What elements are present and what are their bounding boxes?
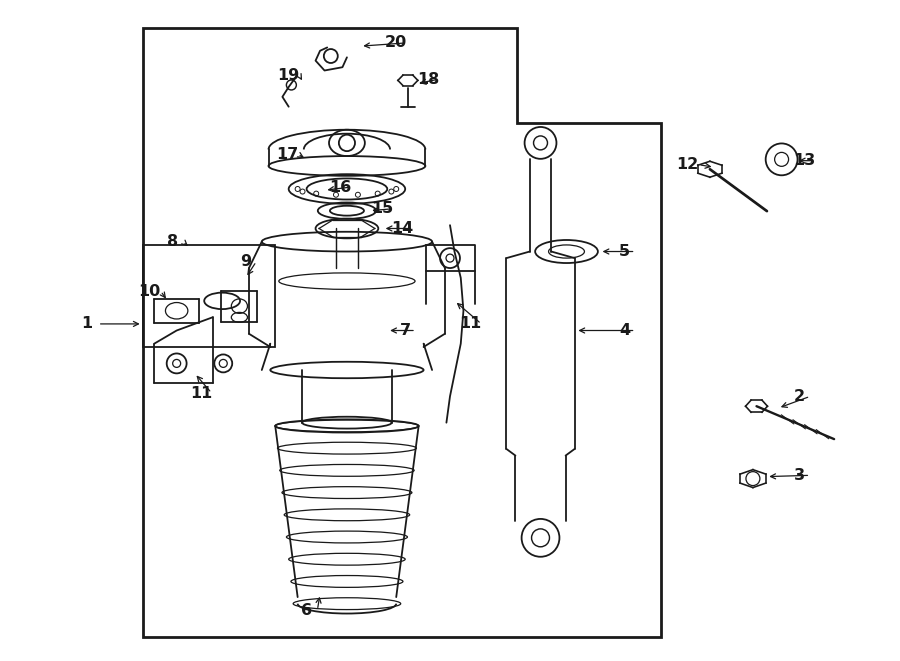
Text: 3: 3 (794, 468, 806, 483)
Text: 20: 20 (385, 35, 408, 50)
Text: 18: 18 (418, 71, 439, 87)
Text: 4: 4 (619, 323, 630, 338)
Text: 11: 11 (190, 385, 212, 401)
Text: 16: 16 (329, 180, 352, 194)
Text: 2: 2 (794, 389, 806, 404)
Text: 19: 19 (277, 68, 300, 83)
Text: 9: 9 (240, 254, 251, 269)
Text: 13: 13 (793, 153, 815, 168)
Text: 15: 15 (372, 201, 394, 216)
Text: 8: 8 (166, 234, 177, 249)
Text: 14: 14 (392, 221, 414, 236)
Text: 11: 11 (460, 317, 482, 331)
Text: 5: 5 (619, 244, 630, 259)
Text: 6: 6 (301, 603, 312, 618)
Text: 10: 10 (139, 284, 161, 299)
Text: 1: 1 (82, 317, 93, 331)
Text: 7: 7 (400, 323, 410, 338)
Text: 12: 12 (677, 157, 698, 172)
Text: 17: 17 (275, 147, 298, 161)
